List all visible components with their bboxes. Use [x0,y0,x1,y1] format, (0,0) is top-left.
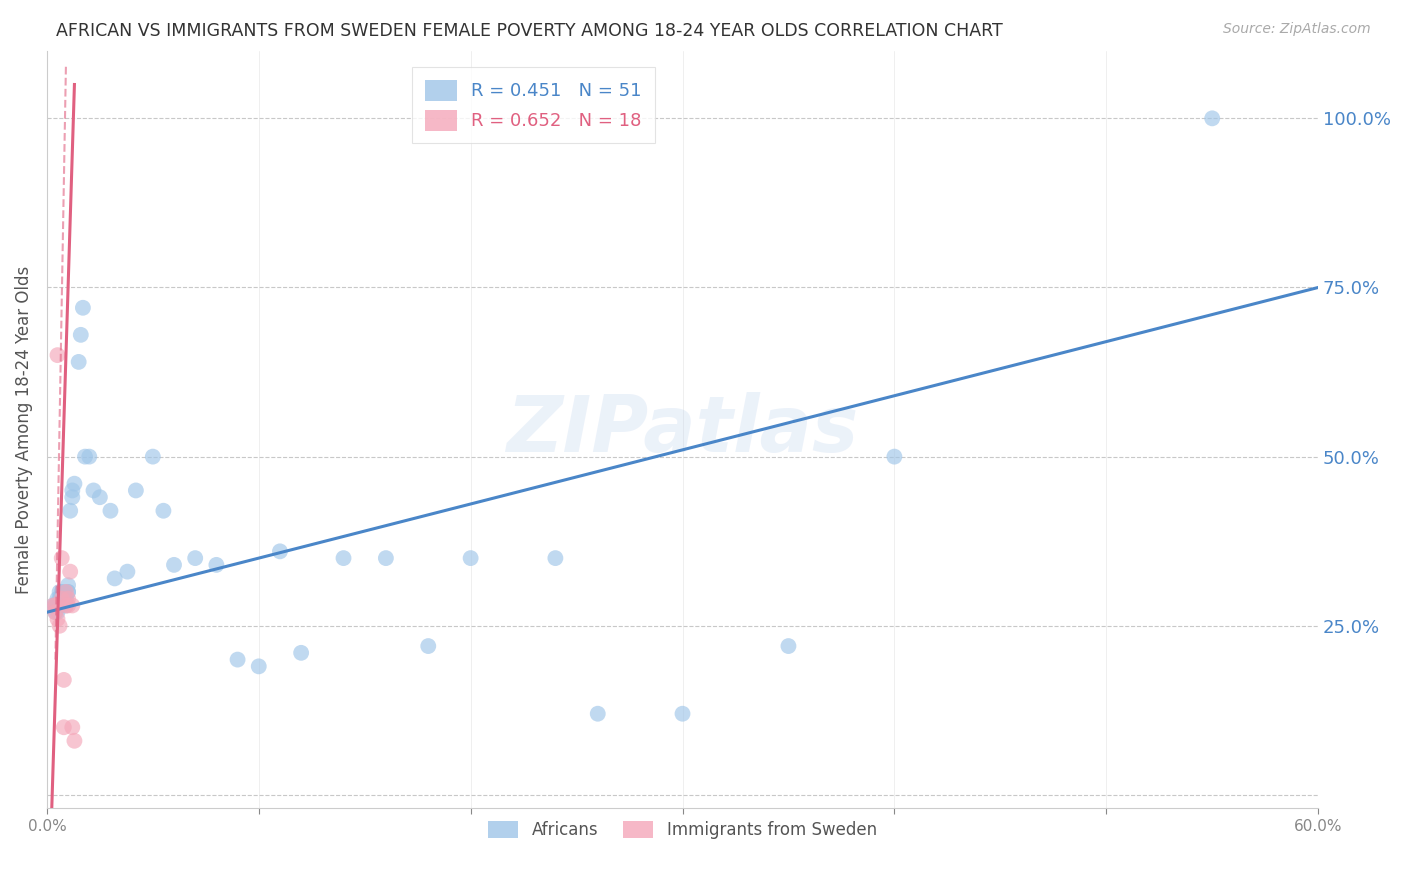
Point [46,591,69,606]
Point [125,483,148,498]
Point [60,720,83,734]
Point [56,591,79,606]
Point [60,599,83,613]
Point [72,301,94,315]
Point [73,450,96,464]
Point [51,599,73,613]
Point [44,605,66,619]
Point [67,355,90,369]
Point [55,585,77,599]
Point [184,551,207,566]
Point [671,706,693,721]
Legend: Africans, Immigrants from Sweden: Africans, Immigrants from Sweden [482,814,883,846]
Point [44,599,66,613]
Point [1201,112,1223,126]
Point [46,348,69,362]
Text: Source: ZipAtlas.com: Source: ZipAtlas.com [1223,22,1371,37]
Point [48,619,70,633]
Point [46,599,69,613]
Point [77,450,100,464]
Point [51,591,73,606]
Point [460,551,482,566]
Point [60,490,83,504]
Point [117,565,139,579]
Point [226,652,249,666]
Point [44,605,66,619]
Point [52,673,75,687]
Point [52,720,75,734]
Point [59,504,82,518]
Point [48,585,70,599]
Point [247,659,270,673]
Point [55,599,77,613]
Point [883,450,905,464]
Point [418,639,440,653]
Point [83,483,105,498]
Point [46,605,69,619]
Point [44,599,66,613]
Point [142,450,165,464]
Point [778,639,800,653]
Point [42,599,65,613]
Point [56,585,79,599]
Point [63,476,86,491]
Point [59,565,82,579]
Point [269,544,291,558]
Point [89,490,111,504]
Point [55,591,77,606]
Point [374,551,396,566]
Point [586,706,609,721]
Point [104,571,127,585]
Point [69,327,91,342]
Point [63,733,86,747]
Point [100,504,122,518]
Point [52,591,75,606]
Point [51,551,73,566]
Text: AFRICAN VS IMMIGRANTS FROM SWEDEN FEMALE POVERTY AMONG 18-24 YEAR OLDS CORRELATI: AFRICAN VS IMMIGRANTS FROM SWEDEN FEMALE… [56,22,1002,40]
Point [205,558,228,572]
Point [56,599,79,613]
Point [48,591,70,606]
Point [52,585,75,599]
Point [56,585,79,599]
Point [332,551,354,566]
Point [163,558,186,572]
Point [544,551,567,566]
Y-axis label: Female Poverty Among 18-24 Year Olds: Female Poverty Among 18-24 Year Olds [15,266,32,594]
Point [46,612,69,626]
Point [42,599,65,613]
Point [152,504,174,518]
Point [51,585,73,599]
Point [290,646,312,660]
Point [55,599,77,613]
Point [60,483,83,498]
Point [56,578,79,592]
Text: ZIPatlas: ZIPatlas [506,392,859,467]
